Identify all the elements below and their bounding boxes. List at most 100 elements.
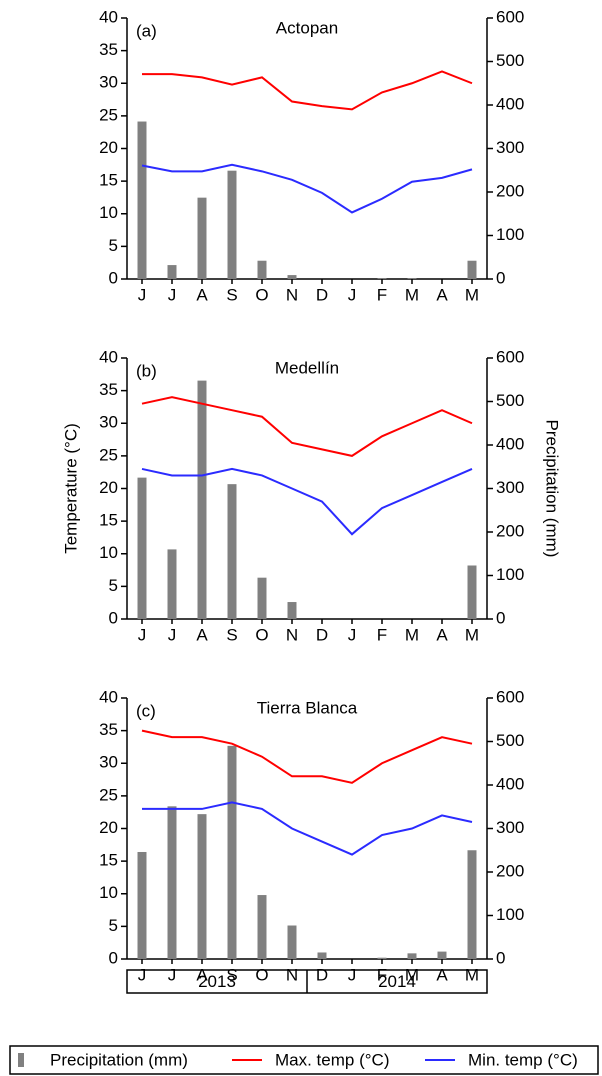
x-tick-label: O [255,625,268,644]
y-tick-label: 25 [99,445,118,464]
y-tick-label: 40 [99,347,118,366]
y2-tick-label: 100 [496,565,524,584]
chart-title: Medellín [275,358,339,377]
x-tick-label: M [405,285,419,304]
x-tick-label: D [316,285,328,304]
x-tick-label: A [196,285,208,304]
x-tick-label: S [226,965,237,984]
y-tick-label: 20 [99,478,118,497]
y2-tick-label: 200 [496,861,524,880]
x-tick-label: N [286,625,298,644]
year-label: 2014 [378,972,416,991]
panel-label: (c) [136,701,156,720]
y2-tick-label: 100 [496,905,524,924]
legend-label: Max. temp (°C) [275,1050,389,1069]
precip-bar [467,565,477,619]
x-tick-label: S [226,285,237,304]
y-tick-label: 30 [99,413,118,432]
y-tick-label: 15 [99,171,118,190]
y-tick-label: 0 [109,948,118,967]
y-tick-label: 40 [99,7,118,26]
precip-bar [137,477,147,619]
precip-bar [167,265,177,279]
legend-label: Precipitation (mm) [50,1050,188,1069]
precip-bar [377,957,387,959]
precip-bar [407,953,417,959]
x-tick-label: F [377,285,387,304]
y-tick-label: 30 [99,73,118,92]
y-tick-label: 40 [99,687,118,706]
y-tick-label: 5 [109,916,118,935]
x-tick-label: N [286,965,298,984]
y-tick-label: 20 [99,818,118,837]
panel-label: (b) [136,361,157,380]
y2-axis-label: Precipitation (mm) [543,420,562,558]
precip-bar [287,275,297,279]
precip-bar [257,260,267,279]
x-tick-label: N [286,285,298,304]
legend-swatch [18,1053,24,1067]
y2-tick-label: 300 [496,478,524,497]
x-tick-label: J [168,625,177,644]
precip-bar [227,170,237,279]
y2-tick-label: 0 [496,948,505,967]
y2-tick-label: 300 [496,138,524,157]
y2-tick-label: 300 [496,818,524,837]
y2-tick-label: 100 [496,225,524,244]
x-tick-label: J [348,285,357,304]
temp-line [141,467,473,536]
x-tick-label: A [436,965,448,984]
x-tick-label: J [348,625,357,644]
precip-bar [257,577,267,619]
temp-line [141,729,473,784]
x-tick-label: A [436,285,448,304]
y2-tick-label: 500 [496,391,524,410]
y2-tick-label: 600 [496,687,524,706]
y-tick-label: 15 [99,511,118,530]
precip-bar [167,806,177,959]
x-tick-label: J [138,965,147,984]
y-tick-label: 0 [109,268,118,287]
precip-bar [407,278,417,279]
x-tick-label: J [348,965,357,984]
y2-tick-label: 400 [496,94,524,113]
y-tick-label: 20 [99,138,118,157]
chart-title: Actopan [276,18,338,37]
y-tick-label: 10 [99,883,118,902]
y2-tick-label: 200 [496,521,524,540]
precip-bar [137,121,147,279]
y-tick-label: 35 [99,40,118,59]
precip-bar [227,484,237,619]
y-tick-label: 15 [99,851,118,870]
temp-line [142,801,473,856]
x-tick-label: M [405,625,419,644]
x-tick-label: M [465,965,479,984]
x-tick-label: J [168,965,177,984]
y-tick-label: 5 [109,236,118,255]
precip-bar [257,895,267,959]
x-tick-label: F [377,625,387,644]
precip-bar [197,380,207,619]
y2-tick-label: 0 [496,268,505,287]
y2-tick-label: 600 [496,347,524,366]
precip-bar [377,278,387,279]
panel-label: (a) [136,21,157,40]
y-tick-label: 35 [99,380,118,399]
x-tick-label: J [138,625,147,644]
y2-tick-label: 600 [496,7,524,26]
y2-tick-label: 200 [496,181,524,200]
y2-tick-label: 500 [496,731,524,750]
y-tick-label: 25 [99,105,118,124]
y-tick-label: 25 [99,785,118,804]
x-tick-label: O [255,965,268,984]
precip-bar [317,952,327,959]
temp-line [142,70,473,111]
x-tick-label: M [465,285,479,304]
chart-title: Tierra Blanca [257,698,358,717]
year-label: 2013 [198,972,236,991]
x-tick-label: A [436,625,448,644]
y2-tick-label: 0 [496,608,505,627]
temp-line [141,163,473,214]
x-tick-label: O [255,285,268,304]
precip-bar [437,951,447,959]
